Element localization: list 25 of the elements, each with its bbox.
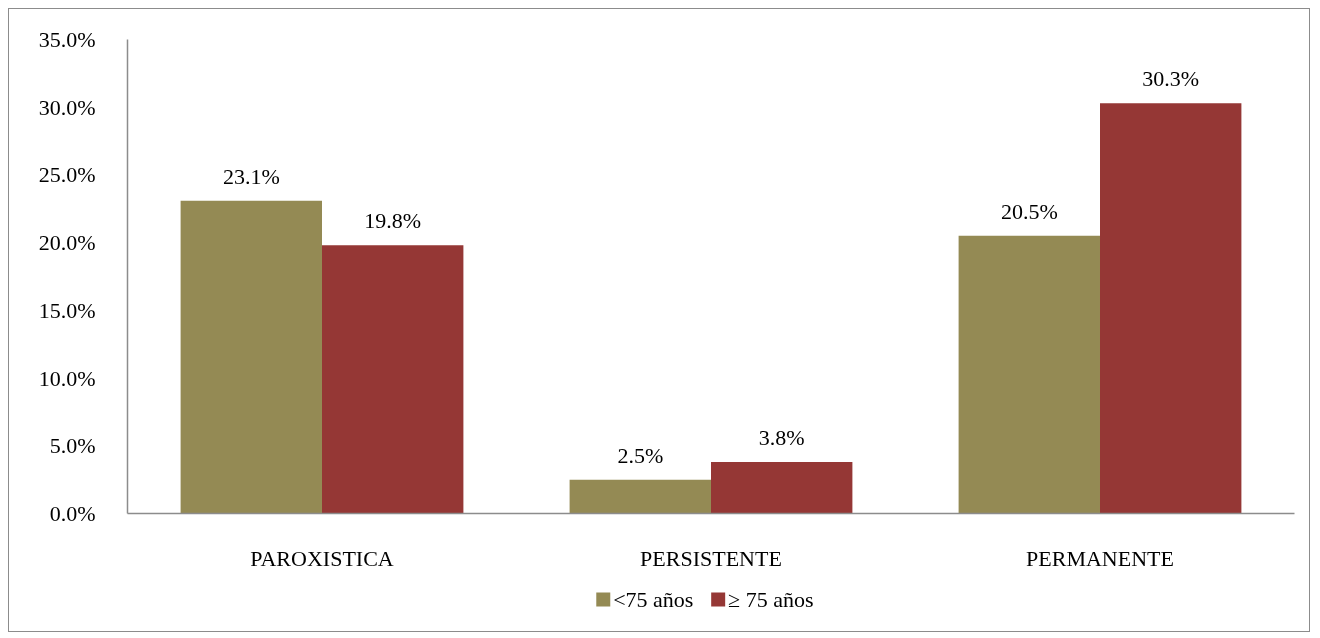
bar bbox=[711, 462, 853, 514]
data-label: 2.5% bbox=[617, 442, 664, 468]
data-label: 23.1% bbox=[222, 163, 280, 189]
bar bbox=[180, 200, 322, 514]
y-tick-label: 0.0% bbox=[49, 501, 96, 526]
bar bbox=[322, 245, 464, 514]
y-tick-label: 10.0% bbox=[38, 365, 96, 391]
x-tick-label: PAROXISTICA bbox=[250, 545, 394, 571]
data-label: 30.3% bbox=[1142, 66, 1200, 92]
y-tick-label: 30.0% bbox=[38, 94, 96, 120]
bar bbox=[958, 235, 1100, 514]
x-tick-label: PERMANENTE bbox=[1026, 545, 1174, 571]
y-tick-label: 15.0% bbox=[38, 297, 96, 323]
y-tick-label: 20.0% bbox=[38, 230, 96, 256]
legend-label: <75 años bbox=[613, 587, 694, 612]
bar bbox=[1100, 103, 1242, 514]
bar bbox=[569, 479, 711, 514]
legend-label: ≥ 75 años bbox=[728, 587, 814, 612]
data-label: 3.8% bbox=[758, 425, 805, 451]
y-tick-label: 25.0% bbox=[38, 162, 96, 188]
data-label: 19.8% bbox=[364, 208, 422, 234]
data-label: 20.5% bbox=[1000, 198, 1058, 224]
y-tick-label: 5.0% bbox=[49, 433, 96, 459]
y-tick-label: 35.0% bbox=[38, 27, 96, 52]
x-tick-label: PERSISTENTE bbox=[640, 545, 782, 571]
